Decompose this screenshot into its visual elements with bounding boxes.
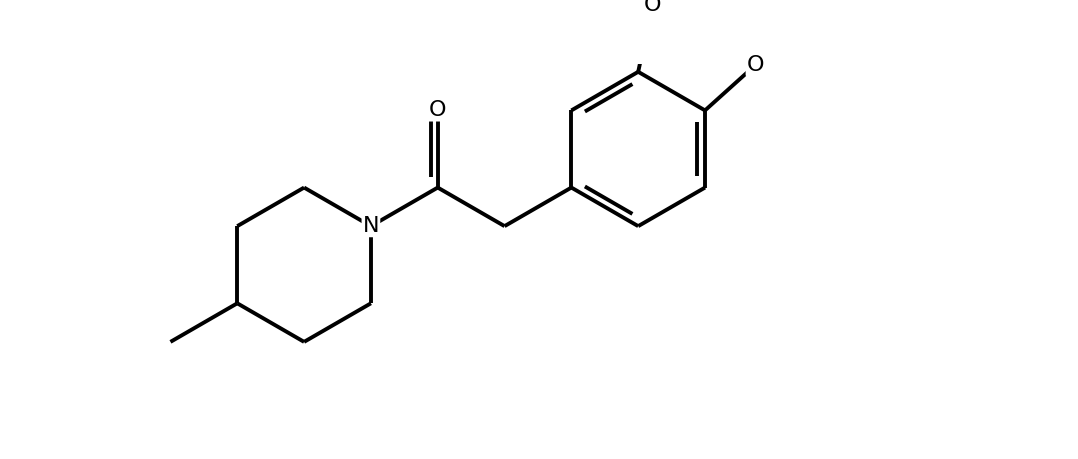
Text: O: O — [429, 101, 446, 120]
Text: O: O — [644, 0, 661, 16]
Text: N: N — [362, 216, 379, 236]
Text: O: O — [747, 55, 764, 75]
